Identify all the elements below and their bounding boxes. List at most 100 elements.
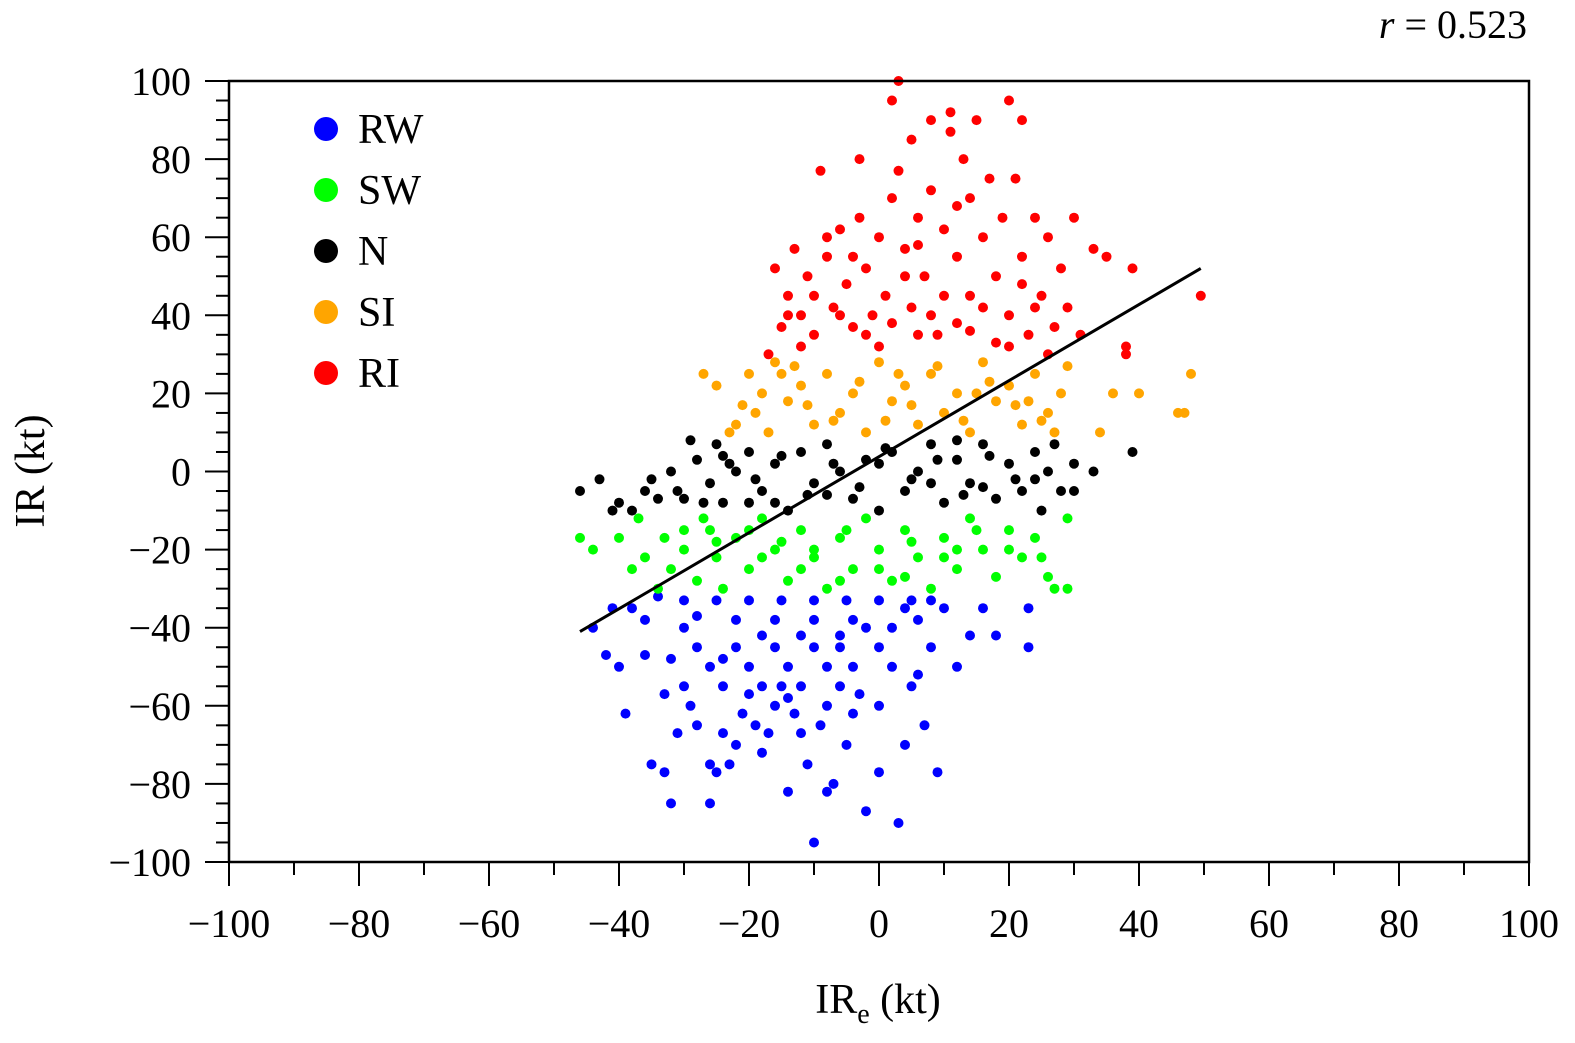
data-point-RW xyxy=(939,603,949,614)
data-point-N xyxy=(822,439,832,450)
data-point-SI xyxy=(737,400,748,411)
data-point-SI xyxy=(1036,415,1047,426)
data-point-RW xyxy=(692,720,702,731)
data-point-RI xyxy=(939,224,949,235)
data-point-RW xyxy=(757,630,767,641)
data-point-SI xyxy=(854,376,865,387)
x-tick-label: 60 xyxy=(1249,901,1289,946)
data-point-SW xyxy=(971,525,982,536)
y-tick-label: 100 xyxy=(131,59,191,104)
data-point-RW xyxy=(802,759,813,770)
data-point-RW xyxy=(750,720,761,731)
data-point-RW xyxy=(731,642,741,653)
legend-label-SI: SI xyxy=(358,290,395,336)
data-point-N xyxy=(828,458,839,469)
data-point-RW xyxy=(809,837,819,848)
data-point-N xyxy=(1017,486,1027,496)
data-point-SW xyxy=(1017,552,1027,563)
y-tick-label: −100 xyxy=(108,840,191,885)
data-point-RI xyxy=(991,271,1001,282)
data-point-RW xyxy=(770,700,780,711)
data-point-RW xyxy=(796,728,806,739)
legend-label-RW: RW xyxy=(358,107,424,153)
data-point-N xyxy=(705,478,715,489)
data-point-RW xyxy=(822,700,832,711)
data-point-RI xyxy=(906,302,917,313)
data-point-N xyxy=(926,478,936,489)
data-point-N xyxy=(854,482,865,493)
data-point-N xyxy=(874,458,884,469)
data-point-SW xyxy=(679,544,689,555)
data-point-RI xyxy=(965,290,975,301)
x-tick-label: −40 xyxy=(588,901,651,946)
data-point-N xyxy=(932,454,943,465)
data-point-N xyxy=(698,497,709,508)
data-point-RW xyxy=(744,595,754,606)
data-point-RI xyxy=(945,126,956,137)
data-point-RW xyxy=(679,595,689,606)
data-point-RW xyxy=(659,767,670,778)
y-tick-label: 60 xyxy=(151,215,191,260)
data-point-N xyxy=(991,493,1001,504)
data-point-RW xyxy=(744,661,754,672)
data-point-SW xyxy=(1043,571,1053,582)
data-point-SW xyxy=(1036,552,1047,563)
data-point-RI xyxy=(958,154,969,165)
y-axis-ticks: −100 −80 −60 −40 −20 0 20 40 60 80 100 xyxy=(108,59,229,885)
data-point-RW xyxy=(718,681,728,692)
data-point-SI xyxy=(835,407,845,418)
data-point-RW xyxy=(737,708,748,719)
data-point-RI xyxy=(783,290,793,301)
legend-label-SW: SW xyxy=(358,168,421,214)
data-point-RI xyxy=(809,329,819,340)
data-point-N xyxy=(1043,466,1053,477)
data-point-RI xyxy=(906,134,917,145)
data-point-RW xyxy=(926,642,936,653)
data-point-RW xyxy=(757,681,767,692)
data-point-SW xyxy=(659,532,670,543)
legend-marker-SI xyxy=(314,300,338,324)
y-tick-label: 0 xyxy=(171,450,191,495)
data-point-RI xyxy=(1017,251,1027,262)
data-point-SW xyxy=(900,571,910,582)
data-point-SI xyxy=(828,415,839,426)
data-point-N xyxy=(607,505,618,516)
data-point-N xyxy=(646,474,657,485)
data-point-RI xyxy=(861,263,871,274)
data-point-N xyxy=(744,447,754,457)
data-point-RI xyxy=(802,271,813,282)
data-point-SW xyxy=(906,536,917,547)
data-point-RI xyxy=(1195,290,1206,301)
data-point-N xyxy=(926,439,936,450)
data-point-N xyxy=(978,439,988,450)
data-point-SI xyxy=(880,415,891,426)
data-point-RW xyxy=(900,739,910,750)
x-tick-label: −100 xyxy=(188,901,271,946)
regression-line xyxy=(579,267,1202,633)
data-point-RW xyxy=(783,786,793,797)
data-point-RI xyxy=(1004,310,1014,321)
data-point-RI xyxy=(770,263,780,274)
data-point-RI xyxy=(952,318,962,329)
data-point-N xyxy=(770,497,780,508)
data-point-RI xyxy=(1127,263,1138,274)
data-point-RW xyxy=(653,591,663,602)
data-point-RI xyxy=(874,341,884,352)
data-point-SW xyxy=(900,525,910,536)
data-point-N xyxy=(776,450,787,461)
data-point-RW xyxy=(627,603,637,614)
data-point-RW xyxy=(848,614,858,625)
data-point-N xyxy=(627,505,637,516)
x-tick-label: 0 xyxy=(869,901,889,946)
y-tick-label: −60 xyxy=(128,684,191,729)
data-point-SW xyxy=(757,552,767,563)
data-point-RI xyxy=(1101,251,1112,262)
data-point-RW xyxy=(731,614,741,625)
data-point-SI xyxy=(1062,361,1073,372)
data-point-SI xyxy=(802,400,813,411)
data-point-SI xyxy=(991,396,1001,407)
data-point-N xyxy=(848,493,858,504)
y-tick-label: 40 xyxy=(151,293,191,338)
data-point-SI xyxy=(1179,407,1190,418)
data-point-RW xyxy=(991,630,1001,641)
